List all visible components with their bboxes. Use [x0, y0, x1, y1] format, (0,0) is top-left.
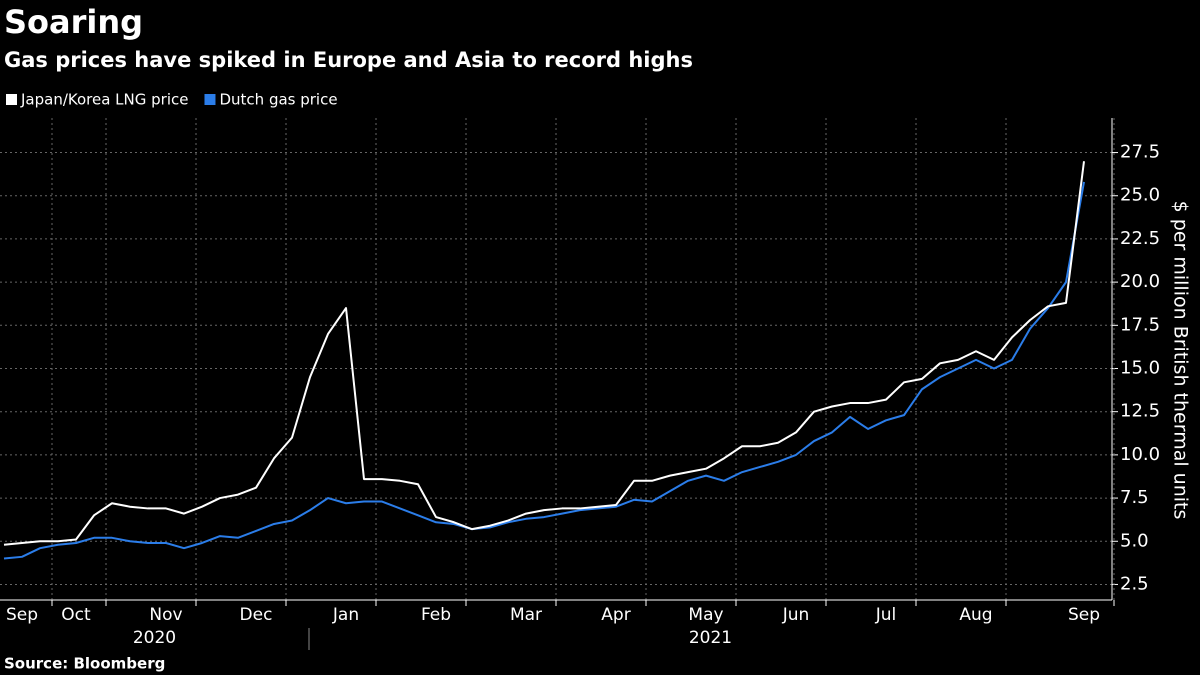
x-tick-label: Feb: [421, 605, 451, 625]
x-tick-label: Jul: [875, 605, 897, 625]
series-line: [3, 161, 1085, 546]
x-tick-label: Apr: [601, 605, 630, 625]
y-axis-label: $ per million British thermal units: [1170, 201, 1192, 520]
y-tick-label: 7.5: [1120, 487, 1149, 508]
chart-subtitle: Gas prices have spiked in Europe and Asi…: [4, 48, 693, 72]
y-tick-label: 27.5: [1120, 142, 1160, 163]
x-tick-label: Dec: [240, 605, 273, 625]
legend-label: Japan/Korea LNG price: [20, 91, 188, 109]
year-label: 2020: [133, 628, 176, 648]
x-tick-label: Mar: [510, 605, 542, 625]
y-tick-label: 12.5: [1120, 401, 1160, 422]
legend-label: Dutch gas price: [219, 91, 337, 109]
x-tick-label: Sep: [6, 605, 38, 625]
year-label: 2021: [689, 628, 732, 648]
y-tick-label: 20.0: [1120, 271, 1160, 292]
x-tick-label: Aug: [959, 605, 992, 625]
source: Source: Bloomberg: [4, 655, 165, 673]
x-tick-label: May: [688, 605, 723, 625]
series-line: [3, 181, 1085, 560]
y-tick-label: 10.0: [1120, 444, 1160, 465]
legend-swatch: [204, 94, 216, 105]
x-tick-label: Sep: [1068, 605, 1100, 625]
x-tick-label: Jan: [332, 605, 359, 625]
x-tick-label: Jun: [782, 605, 810, 625]
y-tick-label: 25.0: [1120, 185, 1160, 206]
x-tick-label: Nov: [149, 605, 182, 625]
y-tick-label: 17.5: [1120, 314, 1160, 335]
y-tick-label: 2.5: [1120, 573, 1149, 594]
chart-title: Soaring: [4, 3, 143, 41]
x-tick-label: Oct: [61, 605, 91, 625]
legend-swatch: [6, 94, 17, 105]
y-tick-label: 15.0: [1120, 358, 1160, 379]
y-tick-label: 22.5: [1120, 228, 1160, 249]
y-tick-label: 5.0: [1120, 530, 1149, 551]
